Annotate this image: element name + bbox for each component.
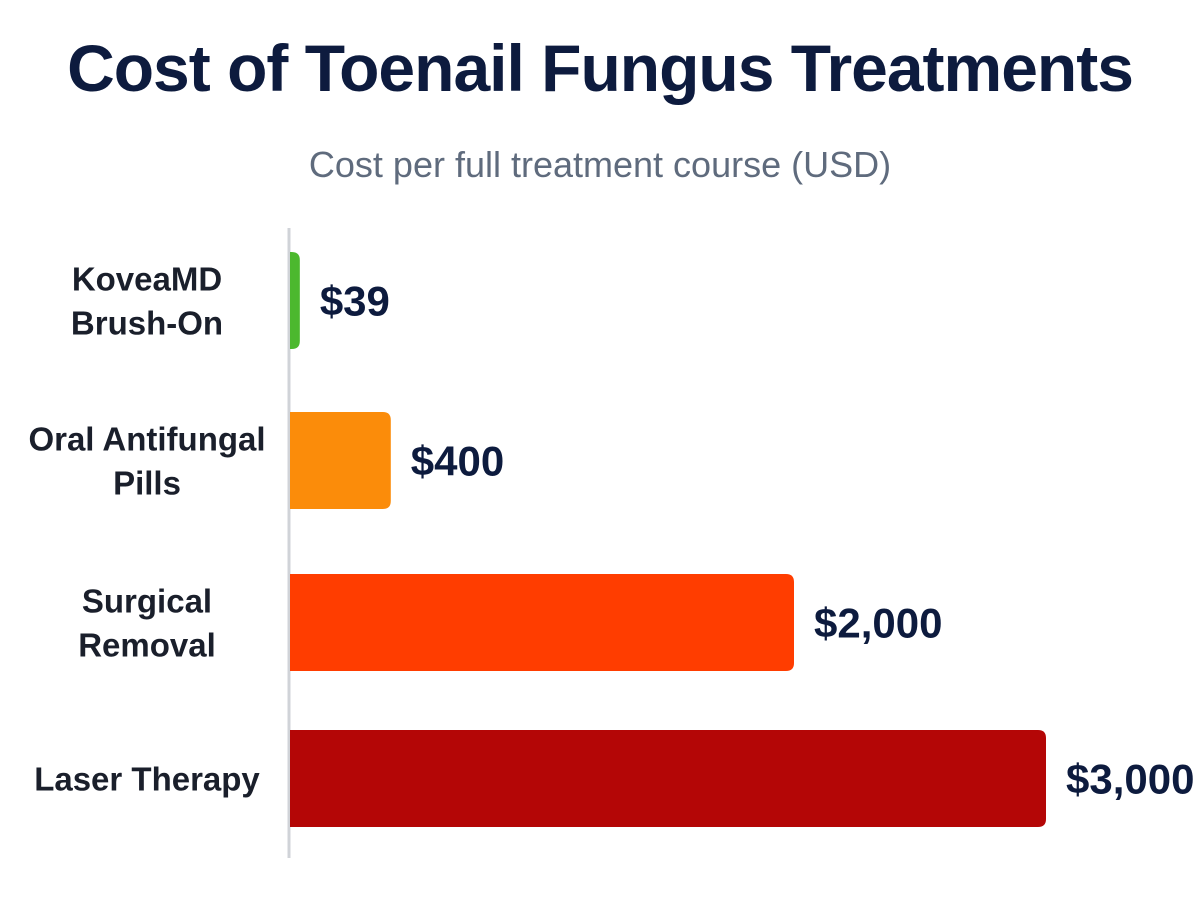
value-label-1: $400	[411, 438, 504, 485]
bar-3	[290, 730, 1046, 827]
value-label-3: $3,000	[1066, 756, 1194, 803]
bar-2	[290, 574, 794, 671]
bar-1	[290, 412, 391, 509]
bar-0	[290, 252, 300, 349]
value-label-0: $39	[320, 278, 390, 325]
category-label-1: Oral Antifungal Pills	[28, 421, 265, 502]
value-label-2: $2,000	[814, 600, 942, 647]
category-label-2: Surgical Removal	[78, 583, 216, 664]
chart-title: Cost of Toenail Fungus Treatments	[67, 31, 1134, 105]
chart-subtitle: Cost per full treatment course (USD)	[308, 144, 892, 185]
category-label-3: Laser Therapy	[34, 761, 260, 798]
category-label-0: KoveaMD Brush-On	[71, 261, 223, 342]
